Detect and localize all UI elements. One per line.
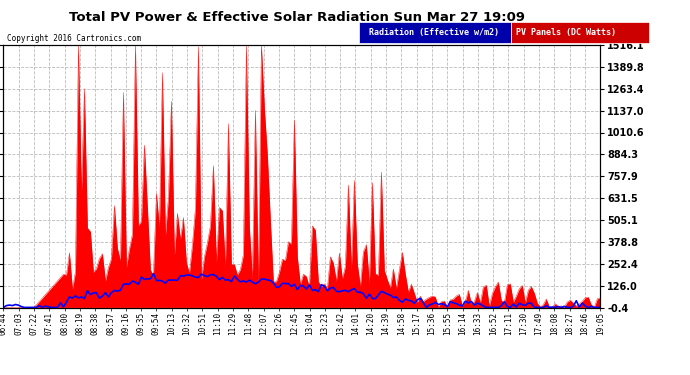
Text: Copyright 2016 Cartronics.com: Copyright 2016 Cartronics.com: [7, 34, 141, 43]
Text: Radiation (Effective w/m2): Radiation (Effective w/m2): [369, 28, 499, 37]
Text: Total PV Power & Effective Solar Radiation Sun Mar 27 19:09: Total PV Power & Effective Solar Radiati…: [69, 11, 524, 24]
Text: PV Panels (DC Watts): PV Panels (DC Watts): [516, 28, 616, 37]
